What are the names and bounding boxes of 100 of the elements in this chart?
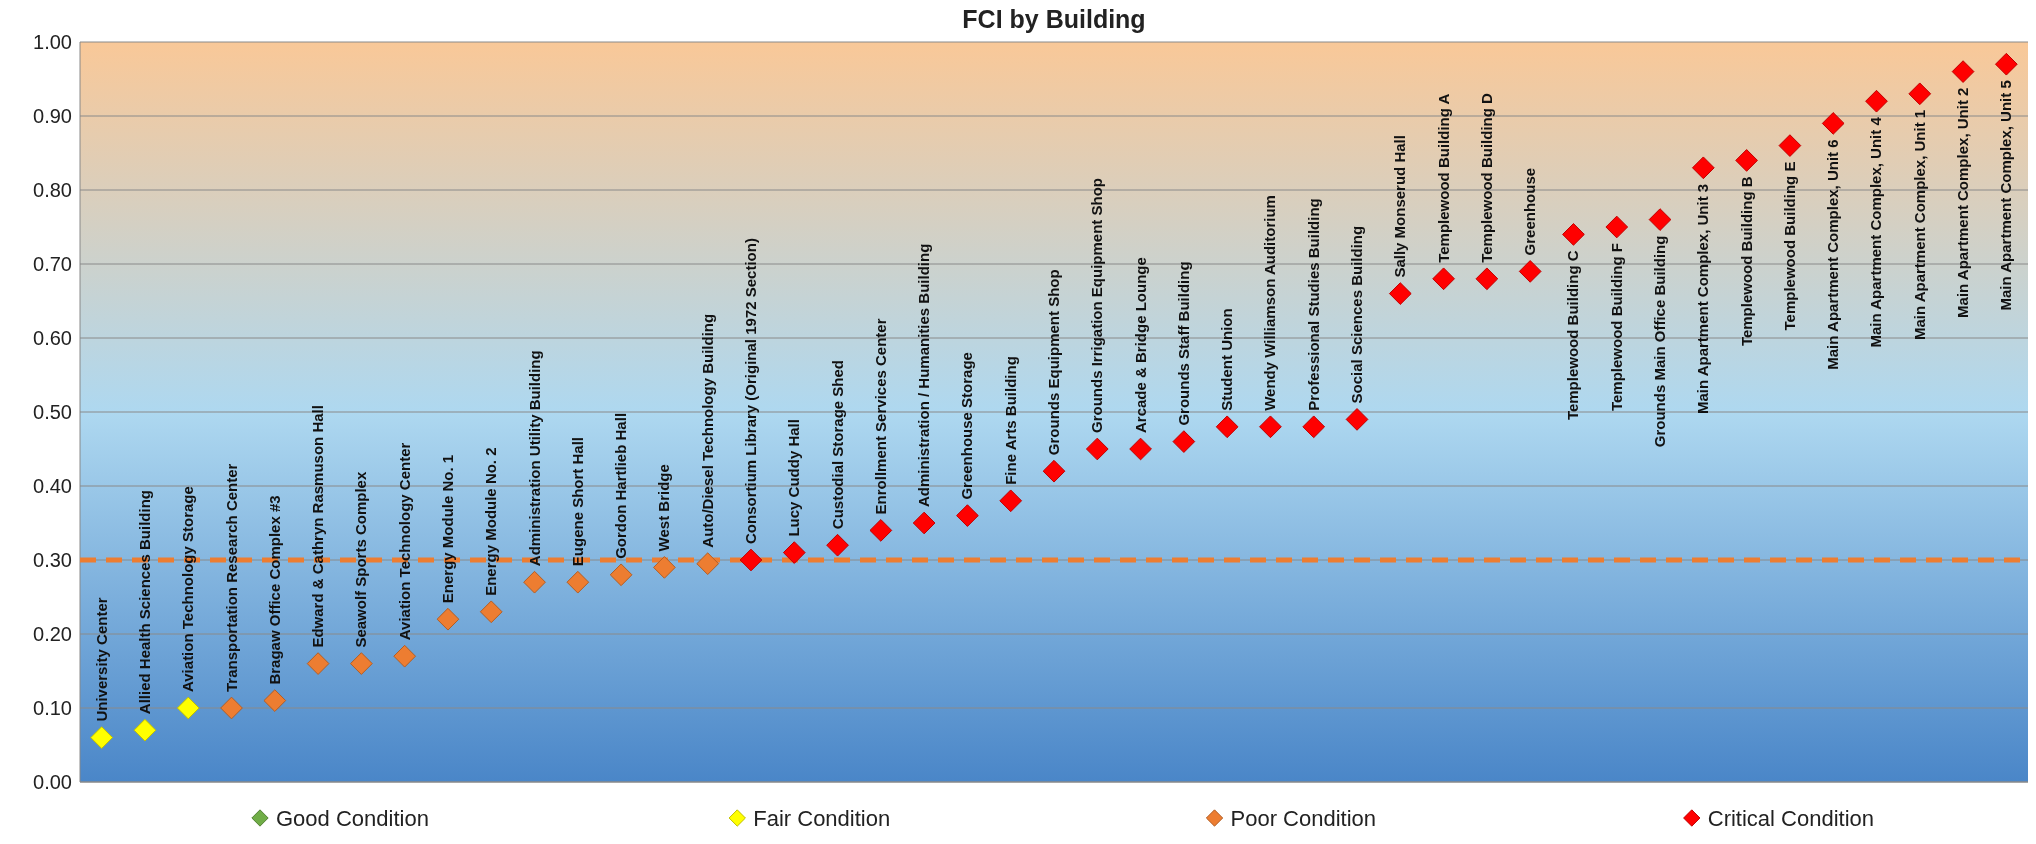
point (1778, 134, 1802, 157)
x-tick-label: Grounds Irrigation Equipment Shop (1088, 178, 1106, 433)
x-tick-label: Arcade & Bridge Lounge (1131, 257, 1149, 433)
point (1475, 267, 1499, 291)
x-tick-label: Consortium Library (Original 1972 Section) (741, 238, 759, 544)
x-tick-label: Main Apartment Complex, Unit 6 (1824, 139, 1842, 370)
y-tick-label: 0.20 (33, 623, 72, 645)
point (609, 563, 633, 587)
y-tick-label: 0.60 (33, 327, 72, 349)
x-tick-label: Main Apartment Complex, Unit 5 (1997, 80, 2015, 311)
x-tick-label: Professional Studies Building (1304, 198, 1322, 411)
x-tick-label: Grounds Main Office Building (1651, 235, 1669, 448)
x-tick-label: Fine Arts Building (1001, 356, 1019, 485)
y-tick-label: 0.50 (33, 401, 72, 423)
y-tick-label: 0.80 (33, 179, 72, 201)
x-tick-label: Administration / Humanities Building (915, 243, 933, 507)
point (1042, 459, 1066, 483)
y-tick-label: 0.30 (33, 549, 72, 571)
point (133, 718, 157, 742)
point (1172, 430, 1196, 453)
x-tick-label: Wendy Williamson Auditorium (1261, 195, 1279, 411)
point (999, 489, 1023, 513)
point (1215, 415, 1239, 439)
x-tick-label: Templewood Building C (1564, 250, 1582, 421)
point (1908, 82, 1932, 106)
y-tick-label: 1.00 (33, 31, 72, 53)
x-tick-label: Energy Module No. 1 (438, 454, 456, 604)
point (479, 600, 503, 624)
x-tick-label: Allied Health Sciences Building (135, 489, 153, 715)
point (1951, 60, 1975, 83)
point (566, 570, 590, 594)
point (782, 541, 806, 564)
x-tick-label: Main Apartment Complex, Unit 3 (1694, 183, 1712, 415)
x-tick-label: Main Apartment Complex, Unit 2 (1954, 87, 1972, 318)
x-tick-label: Templewood Building B (1737, 176, 1755, 347)
legend-label: Good Condition (276, 805, 429, 831)
x-tick-label: University Center (92, 597, 110, 722)
point (1259, 415, 1282, 439)
x-tick-label: Eugene Short Hall (568, 437, 586, 567)
x-tick-label: Lucy Cuddy Hall (785, 419, 803, 537)
point (912, 511, 936, 535)
point (1302, 415, 1326, 439)
point (826, 533, 849, 557)
point (436, 607, 460, 631)
point (1432, 267, 1455, 291)
x-tick-label: Grounds Equipment Shop (1045, 269, 1062, 456)
point (1865, 89, 1888, 113)
y-tick-label: 0.10 (33, 697, 72, 719)
point (350, 652, 373, 675)
point (523, 570, 546, 594)
point (956, 504, 979, 527)
x-tick-label: Main Apartment Complex, Unit 1 (1910, 109, 1928, 341)
x-tick-label: Templewood Building F (1607, 243, 1625, 412)
point (1388, 282, 1412, 305)
point (1562, 223, 1585, 246)
y-tick-label: 0.70 (33, 253, 72, 275)
x-tick-label: Social Sciences Building (1348, 225, 1366, 404)
point (90, 726, 113, 749)
legend-label: Fair Condition (753, 805, 891, 831)
x-tick-label: Custodial Storage Shed (828, 360, 846, 530)
point (869, 519, 893, 542)
point (1648, 208, 1672, 231)
x-tick-label: Templewood Building D (1477, 92, 1495, 263)
x-tick-label: West Bridge (655, 464, 673, 552)
point (263, 689, 287, 712)
point (1821, 112, 1845, 135)
y-tick-label: 0.00 (33, 771, 72, 793)
x-tick-label: Main Apartment Complex, Unit 4 (1867, 116, 1885, 348)
x-tick-label: Energy Module No. 2 (482, 447, 500, 596)
x-tick-label: Gordon Hartlieb Hall (612, 412, 630, 559)
x-tick-label: Grounds Staff Building (1174, 261, 1192, 426)
x-tick-label: Sally Monserud Hall (1391, 135, 1409, 278)
x-tick-label: Aviation Technology Center (395, 442, 413, 641)
point (1085, 437, 1109, 461)
point (1691, 156, 1715, 180)
y-tick-label: 0.90 (33, 105, 72, 127)
point (1605, 215, 1629, 239)
point (1995, 52, 2018, 76)
y-tick-label: 0.40 (33, 475, 72, 497)
x-tick-label: Bragaw Office Complex #3 (265, 495, 283, 685)
legend-label: Critical Condition (1707, 805, 1875, 831)
x-tick-label: Enrollment Services Center (871, 318, 889, 515)
point (306, 652, 330, 675)
x-tick-label: Templewood Building E (1780, 161, 1798, 331)
point (1129, 437, 1152, 461)
x-tick-label: Aviation Technology Storage (179, 486, 197, 692)
x-tick-label: Administration Utility Building (525, 350, 543, 567)
x-tick-label: Auto/Diesel Technology Building (698, 313, 716, 548)
x-tick-label: Edward & Cathryn Rasmuson Hall (309, 405, 327, 648)
point (1345, 408, 1369, 431)
x-tick-label: Transportation Research Center (222, 463, 240, 692)
x-tick-label: Greenhouse Storage (958, 352, 976, 500)
x-tick-label: Seawolf Sports Complex (352, 471, 370, 648)
point (739, 548, 763, 572)
point (220, 696, 243, 720)
point (1735, 149, 1758, 172)
x-tick-label: Templewood Building A (1434, 93, 1452, 263)
chart-title: FCI by Building (962, 5, 1146, 33)
point (393, 644, 417, 668)
x-tick-label: Student Union (1218, 308, 1236, 411)
